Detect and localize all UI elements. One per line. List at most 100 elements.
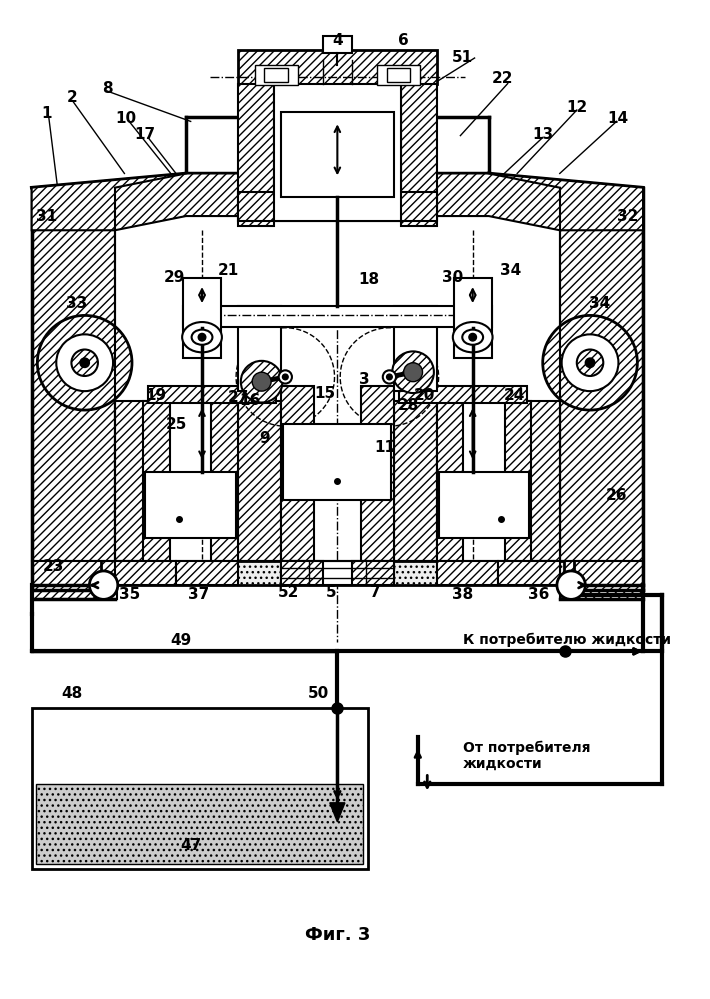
Bar <box>437 561 498 585</box>
Text: 16: 16 <box>240 393 261 409</box>
Text: 18: 18 <box>358 272 379 287</box>
Text: 29: 29 <box>164 270 185 285</box>
Bar <box>454 278 491 358</box>
Bar <box>255 65 297 86</box>
Text: От потребителя
жидкости: От потребителя жидкости <box>463 740 591 771</box>
Text: 51: 51 <box>452 50 473 65</box>
Text: 34: 34 <box>589 296 610 311</box>
Text: 33: 33 <box>67 296 88 311</box>
Text: 25: 25 <box>165 417 187 432</box>
Circle shape <box>198 334 206 341</box>
Bar <box>439 472 530 537</box>
Text: 22: 22 <box>492 71 514 86</box>
Text: 26: 26 <box>606 488 628 502</box>
Bar <box>32 708 368 869</box>
Circle shape <box>542 316 638 410</box>
Bar <box>559 561 643 599</box>
Bar <box>238 84 274 226</box>
Circle shape <box>80 358 89 368</box>
Circle shape <box>403 363 422 382</box>
Text: 6: 6 <box>398 33 409 48</box>
Ellipse shape <box>462 330 483 345</box>
Text: 37: 37 <box>187 587 209 602</box>
Circle shape <box>283 374 288 380</box>
Bar <box>32 561 117 599</box>
Circle shape <box>383 371 396 384</box>
Text: 47: 47 <box>180 838 202 853</box>
Bar <box>177 561 238 585</box>
Circle shape <box>577 350 604 376</box>
Bar <box>400 84 437 226</box>
Text: 32: 32 <box>617 209 638 224</box>
Ellipse shape <box>182 322 222 353</box>
Text: Фиг. 3: Фиг. 3 <box>305 926 370 944</box>
Circle shape <box>279 371 292 384</box>
Bar <box>280 561 323 585</box>
Bar <box>143 401 170 585</box>
Bar <box>36 784 363 864</box>
Text: 50: 50 <box>308 686 329 701</box>
Text: 52: 52 <box>278 585 299 600</box>
Bar <box>238 401 280 561</box>
Text: 1: 1 <box>42 106 52 121</box>
Bar <box>399 387 527 404</box>
Text: 5: 5 <box>325 585 336 600</box>
Bar <box>527 401 559 561</box>
Text: 19: 19 <box>145 389 166 404</box>
Ellipse shape <box>453 322 493 353</box>
Text: 15: 15 <box>315 387 336 402</box>
Bar <box>115 401 148 561</box>
Bar <box>386 68 410 82</box>
Circle shape <box>386 374 392 380</box>
Circle shape <box>56 335 113 392</box>
Text: 7: 7 <box>370 585 381 600</box>
Text: 20: 20 <box>414 389 435 404</box>
Text: 8: 8 <box>102 81 113 96</box>
Text: 24: 24 <box>503 389 525 404</box>
Bar <box>238 193 437 221</box>
Bar <box>115 188 559 561</box>
Text: 9: 9 <box>259 431 270 446</box>
Bar <box>280 561 394 585</box>
Text: 2: 2 <box>67 90 77 105</box>
Text: 27: 27 <box>227 391 248 406</box>
Bar <box>498 561 559 585</box>
Text: 38: 38 <box>452 587 473 602</box>
Text: 36: 36 <box>528 587 550 602</box>
Bar <box>32 230 115 561</box>
Ellipse shape <box>192 330 212 345</box>
Bar <box>377 65 420 86</box>
Bar <box>280 112 394 197</box>
Circle shape <box>252 373 271 392</box>
Bar <box>361 387 394 585</box>
Circle shape <box>89 571 118 599</box>
Bar <box>115 561 564 585</box>
Bar <box>274 84 400 221</box>
Text: 10: 10 <box>116 111 137 126</box>
Circle shape <box>392 352 434 393</box>
Text: 21: 21 <box>218 264 239 279</box>
Circle shape <box>38 316 132 410</box>
Bar <box>351 561 394 585</box>
Text: 49: 49 <box>170 632 192 647</box>
Text: К потребителю жидкости: К потребителю жидкости <box>463 633 671 647</box>
Bar <box>323 36 351 53</box>
Bar <box>148 387 276 404</box>
Text: 31: 31 <box>36 209 58 224</box>
Text: 4: 4 <box>332 33 343 48</box>
Bar <box>505 401 531 585</box>
Bar <box>394 306 437 392</box>
Text: 12: 12 <box>566 100 587 115</box>
Bar <box>146 472 236 537</box>
Bar <box>394 401 437 561</box>
Bar <box>437 401 463 585</box>
Bar <box>115 561 177 585</box>
Text: 30: 30 <box>442 270 464 285</box>
Circle shape <box>585 358 595 368</box>
Bar <box>183 306 491 327</box>
Bar <box>559 230 643 561</box>
Circle shape <box>557 571 585 599</box>
Text: 34: 34 <box>500 264 521 279</box>
Bar <box>238 50 437 84</box>
Bar <box>238 306 280 392</box>
